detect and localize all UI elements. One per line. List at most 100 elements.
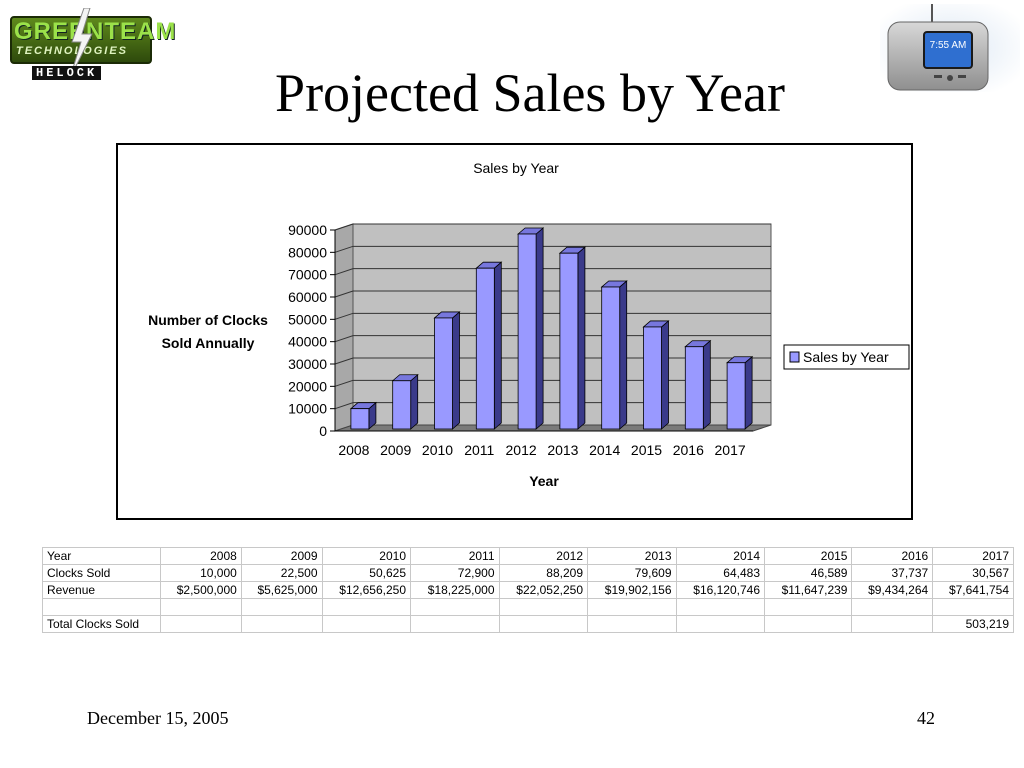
y-tick-label: 30000 bbox=[288, 356, 327, 372]
bar bbox=[643, 326, 662, 430]
table-cell: 88,209 bbox=[498, 564, 588, 582]
bar bbox=[559, 252, 579, 430]
gridline bbox=[334, 268, 771, 276]
table-cell: Revenue bbox=[41, 581, 162, 599]
device-time: 7:55 AM bbox=[930, 40, 967, 51]
bar bbox=[684, 346, 704, 430]
chart-side-wall bbox=[334, 223, 354, 432]
total-label: Total Clocks Sold bbox=[41, 615, 162, 633]
table-cell: 72,900 bbox=[410, 564, 500, 582]
table-cell: 46,589 bbox=[763, 564, 853, 582]
y-tick-label: 10000 bbox=[288, 401, 327, 417]
sales-bar-chart: 0 10000 20000 30000 40000 50000 60000 70000 8000… bbox=[148, 160, 910, 489]
legend-label: Sales by Year bbox=[803, 349, 889, 365]
page-number: 42 bbox=[917, 708, 935, 728]
bar bbox=[517, 233, 537, 430]
table-cell bbox=[321, 598, 411, 616]
page-title: Projected Sales by Year bbox=[275, 63, 785, 123]
x-tick-label: 2010 bbox=[422, 442, 453, 458]
table-cell: $9,434,264 bbox=[851, 581, 934, 599]
x-tick-label: 2013 bbox=[547, 442, 578, 458]
table-cell: $19,902,156 bbox=[587, 581, 677, 599]
table-cell bbox=[498, 615, 588, 633]
y-tick-label: 90000 bbox=[288, 222, 327, 238]
table-cell: 2009 bbox=[240, 547, 323, 565]
y-tick-label: 70000 bbox=[288, 267, 327, 283]
table-cell: $16,120,746 bbox=[675, 581, 765, 599]
chart-title: Sales by Year bbox=[473, 160, 559, 176]
gridline bbox=[334, 245, 771, 253]
x-tick-label: 2008 bbox=[338, 442, 369, 458]
table-cell: 2015 bbox=[763, 547, 853, 565]
bar bbox=[601, 286, 621, 430]
table-cell: 10,000 bbox=[160, 564, 242, 582]
gridline bbox=[334, 290, 771, 298]
x-tick-label: 2016 bbox=[673, 442, 704, 458]
table-cell bbox=[410, 615, 500, 633]
bar-side bbox=[535, 227, 544, 430]
table-cell bbox=[675, 598, 765, 616]
gridline bbox=[334, 357, 771, 365]
logo-line-2: TECHNOLOGIES bbox=[16, 45, 129, 57]
x-tick-label: 2011 bbox=[464, 442, 494, 458]
bar bbox=[350, 408, 370, 430]
table-cell: 2008 bbox=[160, 547, 242, 565]
table-row: Year 2008 2009 2010 2011 2012 2013 2014 2015 2016… bbox=[41, 547, 1014, 565]
gridline bbox=[334, 223, 771, 231]
table-cell: 2010 bbox=[321, 547, 411, 565]
table-cell: 2012 bbox=[498, 547, 588, 565]
y-tick-label: 50000 bbox=[288, 311, 327, 327]
table-cell: $22,052,250 bbox=[498, 581, 588, 599]
y-tick-label: 40000 bbox=[288, 334, 327, 350]
clock-device-image: 7:55 AM bbox=[880, 4, 1020, 92]
table-cell: Year bbox=[41, 547, 162, 565]
table-cell: $11,647,239 bbox=[763, 581, 853, 599]
table-cell: Clocks Sold bbox=[41, 564, 162, 582]
x-tick-label: 2014 bbox=[589, 442, 620, 458]
x-tick-label: 2009 bbox=[380, 442, 411, 458]
logo-line-1: GREENTEAM bbox=[14, 18, 177, 45]
table-cell: 2013 bbox=[587, 547, 677, 565]
bar bbox=[392, 380, 412, 430]
bar bbox=[726, 362, 746, 430]
table-cell: 64,483 bbox=[675, 564, 765, 582]
table-cell: 2014 bbox=[675, 547, 765, 565]
table-cell: $5,625,000 bbox=[240, 581, 323, 599]
x-axis-label: Year bbox=[529, 473, 559, 489]
y-axis-label-line-1: Number of Clocks bbox=[148, 312, 268, 328]
table-cell bbox=[240, 598, 323, 616]
table-cell bbox=[240, 615, 323, 633]
gridline bbox=[334, 402, 771, 410]
chart-frame: 0 10000 20000 30000 40000 50000 60000 70000 8000… bbox=[116, 143, 913, 520]
total-value: 503,219 bbox=[932, 615, 1014, 633]
table-cell bbox=[410, 598, 500, 616]
logo-line-3: HELOCK bbox=[32, 66, 102, 80]
table-row: Revenue $2,500,000 $5,625,000 $12,656,250 $1… bbox=[41, 581, 1014, 599]
bar-side bbox=[493, 261, 502, 430]
bar-side bbox=[577, 246, 586, 430]
table-cell bbox=[763, 615, 853, 633]
table-cell bbox=[321, 615, 411, 633]
gridline bbox=[334, 312, 771, 320]
table-cell bbox=[160, 615, 242, 633]
table-cell bbox=[41, 598, 162, 616]
y-tick-label: 60000 bbox=[288, 289, 327, 305]
table-cell bbox=[675, 615, 765, 633]
table-cell bbox=[587, 598, 677, 616]
table-cell: 2017 bbox=[932, 547, 1014, 565]
table-cell bbox=[851, 598, 934, 616]
table-cell: 79,609 bbox=[587, 564, 677, 582]
table-cell bbox=[160, 598, 242, 616]
greenteam-logo: GREENTEAM TECHNOLOGIES HELOCK bbox=[8, 8, 175, 80]
y-tick-label: 80000 bbox=[288, 244, 327, 260]
x-tick-label: 2015 bbox=[631, 442, 662, 458]
table-cell: 2011 bbox=[410, 547, 500, 565]
x-tick-label: 2017 bbox=[715, 442, 746, 458]
y-tick-label: 0 bbox=[319, 423, 327, 439]
table-cell: $7,641,754 bbox=[932, 581, 1014, 599]
table-cell: 30,567 bbox=[932, 564, 1014, 582]
legend-box bbox=[783, 344, 910, 370]
bar bbox=[475, 267, 495, 430]
footer-date: December 15, 2005 bbox=[87, 708, 229, 728]
table-cell bbox=[932, 598, 1014, 616]
